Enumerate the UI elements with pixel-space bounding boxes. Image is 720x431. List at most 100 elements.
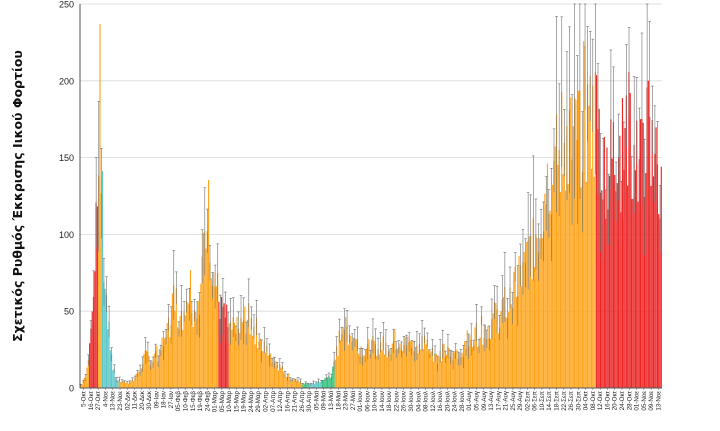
bar — [383, 354, 386, 388]
bar — [557, 164, 559, 388]
bar — [380, 342, 382, 388]
bar — [306, 382, 308, 388]
bar — [253, 326, 255, 388]
bar — [255, 317, 258, 388]
bar — [602, 199, 604, 388]
bar — [217, 272, 219, 388]
bar — [116, 380, 118, 388]
bar — [244, 306, 246, 388]
bar — [517, 295, 519, 388]
x-tick-label: 18-Σεπ — [554, 391, 561, 411]
bar — [411, 347, 413, 388]
bar — [200, 283, 202, 388]
bar — [607, 209, 609, 388]
bar — [297, 380, 299, 388]
bar — [136, 373, 139, 388]
bar — [302, 384, 304, 388]
bar — [125, 383, 127, 388]
bar — [177, 327, 179, 388]
bar — [218, 301, 220, 388]
bar — [572, 126, 574, 388]
bar — [267, 355, 269, 388]
x-tick-label: 05-Μαρ — [219, 391, 226, 413]
bar — [605, 218, 607, 388]
bar — [457, 358, 459, 388]
bar — [266, 345, 268, 388]
bar — [443, 343, 445, 388]
bar — [592, 85, 594, 388]
bar — [541, 238, 543, 388]
x-tick-label: 12-Ιουλ — [430, 390, 437, 411]
bar — [292, 379, 294, 388]
bar — [590, 168, 593, 388]
bar — [660, 166, 662, 388]
bar — [214, 286, 216, 388]
bar — [601, 190, 603, 388]
bar — [314, 383, 316, 388]
bar — [482, 344, 484, 388]
bar — [378, 354, 380, 388]
bar — [349, 334, 351, 388]
bar — [619, 135, 621, 388]
bar — [640, 119, 642, 388]
bar — [546, 163, 549, 388]
bar — [173, 285, 175, 388]
bar — [655, 127, 657, 388]
bar — [155, 351, 157, 388]
bar — [389, 349, 391, 388]
bar — [127, 383, 129, 388]
bar — [471, 347, 474, 388]
bar — [347, 344, 349, 388]
bar — [575, 99, 577, 389]
x-tick-label: 27-Μαϊ — [350, 390, 357, 410]
bar — [170, 325, 172, 388]
bar — [489, 339, 492, 388]
bar — [153, 353, 155, 388]
x-tick-label: 11-Δεκ — [132, 390, 139, 409]
bar — [642, 122, 644, 388]
bar — [408, 342, 410, 388]
bar — [526, 242, 528, 388]
x-tick-label: 18-Ιαν — [161, 391, 168, 408]
bar — [500, 311, 502, 388]
bar — [448, 348, 450, 388]
x-tick-label: 20-Δεκ — [139, 390, 146, 410]
bar — [364, 356, 366, 388]
x-tick-label: 18-Ιουν — [386, 391, 393, 412]
x-tick-label: 20-Οκτ — [612, 390, 619, 410]
bar — [271, 362, 273, 388]
bar — [436, 363, 439, 388]
bar — [373, 340, 375, 388]
bar — [295, 380, 298, 388]
x-tick-label: 19-Μαρ — [241, 391, 248, 413]
bar — [345, 317, 347, 388]
bar — [630, 199, 633, 388]
bar — [284, 374, 286, 388]
bar — [493, 302, 496, 388]
bar — [189, 270, 192, 388]
bar — [614, 174, 616, 388]
bar — [608, 175, 611, 388]
bar — [235, 333, 237, 388]
y-tick-label: 100 — [59, 230, 74, 240]
bar — [492, 313, 494, 388]
bar — [312, 382, 314, 388]
bar — [205, 248, 207, 388]
x-tick-label: 29-Μαρ — [255, 391, 262, 413]
bar — [126, 382, 128, 388]
bar — [346, 326, 348, 388]
bar — [202, 232, 205, 388]
bar — [227, 326, 229, 388]
x-tick-label: 22-Ιουν — [394, 391, 401, 412]
x-tick-label: 09-Νοε — [648, 391, 655, 411]
bar — [523, 251, 525, 388]
bar — [183, 311, 185, 388]
bar — [111, 354, 113, 388]
x-tick-label: 5-Οκτ — [81, 390, 88, 406]
bar — [646, 87, 648, 388]
bar — [623, 170, 625, 388]
bar — [567, 184, 569, 388]
bar — [328, 375, 330, 388]
bar — [193, 310, 195, 388]
bar — [462, 356, 464, 388]
